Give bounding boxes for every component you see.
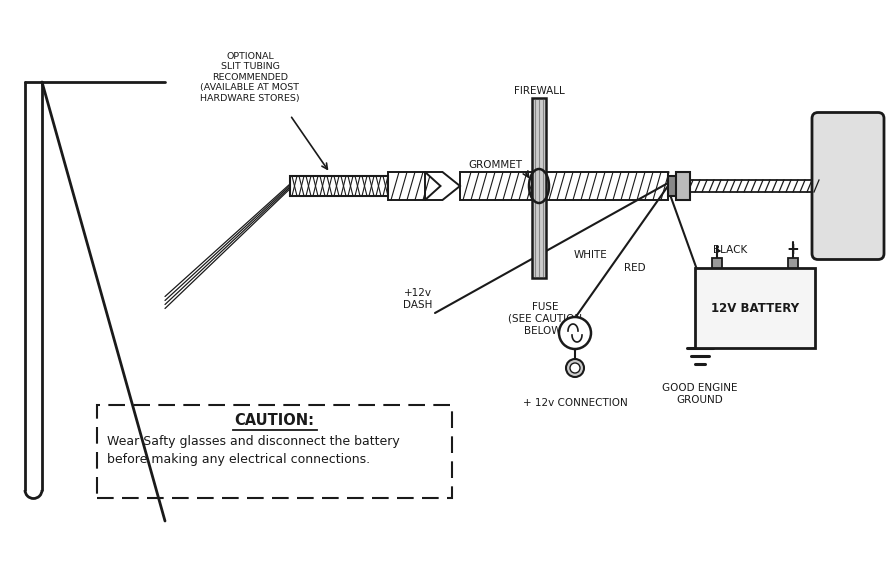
Text: FUSE
(SEE CAUTION
BELOW): FUSE (SEE CAUTION BELOW) <box>508 302 582 335</box>
Text: -: - <box>713 243 721 257</box>
Bar <box>460 172 532 200</box>
Bar <box>290 176 388 196</box>
Bar <box>695 268 815 348</box>
Bar <box>97 405 452 498</box>
Circle shape <box>570 363 580 373</box>
Polygon shape <box>425 172 460 200</box>
Bar <box>676 172 690 200</box>
Bar <box>668 176 678 196</box>
Bar <box>388 172 425 200</box>
Text: BLACK: BLACK <box>713 245 747 255</box>
Text: WHITE: WHITE <box>574 250 608 260</box>
Text: GOOD ENGINE
GROUND: GOOD ENGINE GROUND <box>662 383 738 405</box>
Text: CAUTION:: CAUTION: <box>234 413 315 428</box>
Text: GROMMET: GROMMET <box>468 160 522 170</box>
Bar <box>678 180 820 192</box>
Circle shape <box>559 317 591 349</box>
Bar <box>712 258 722 268</box>
Bar <box>788 258 798 268</box>
Text: +: + <box>787 243 799 257</box>
Text: OPTIONAL
SLIT TUBING
RECOMMENDED
(AVAILABLE AT MOST
HARDWARE STORES): OPTIONAL SLIT TUBING RECOMMENDED (AVAILA… <box>200 52 299 102</box>
Text: + 12v CONNECTION: + 12v CONNECTION <box>523 398 628 408</box>
Text: +12v
DASH: +12v DASH <box>403 288 433 310</box>
Text: RED: RED <box>624 263 645 273</box>
Text: Wear Safty glasses and disconnect the battery: Wear Safty glasses and disconnect the ba… <box>107 435 400 448</box>
Text: FIREWALL: FIREWALL <box>514 86 564 96</box>
FancyBboxPatch shape <box>812 113 884 260</box>
Text: 12V BATTERY: 12V BATTERY <box>711 302 799 315</box>
Text: before making any electrical connections.: before making any electrical connections… <box>107 453 370 466</box>
Circle shape <box>566 359 584 377</box>
Bar <box>532 98 546 278</box>
Bar <box>546 172 668 200</box>
